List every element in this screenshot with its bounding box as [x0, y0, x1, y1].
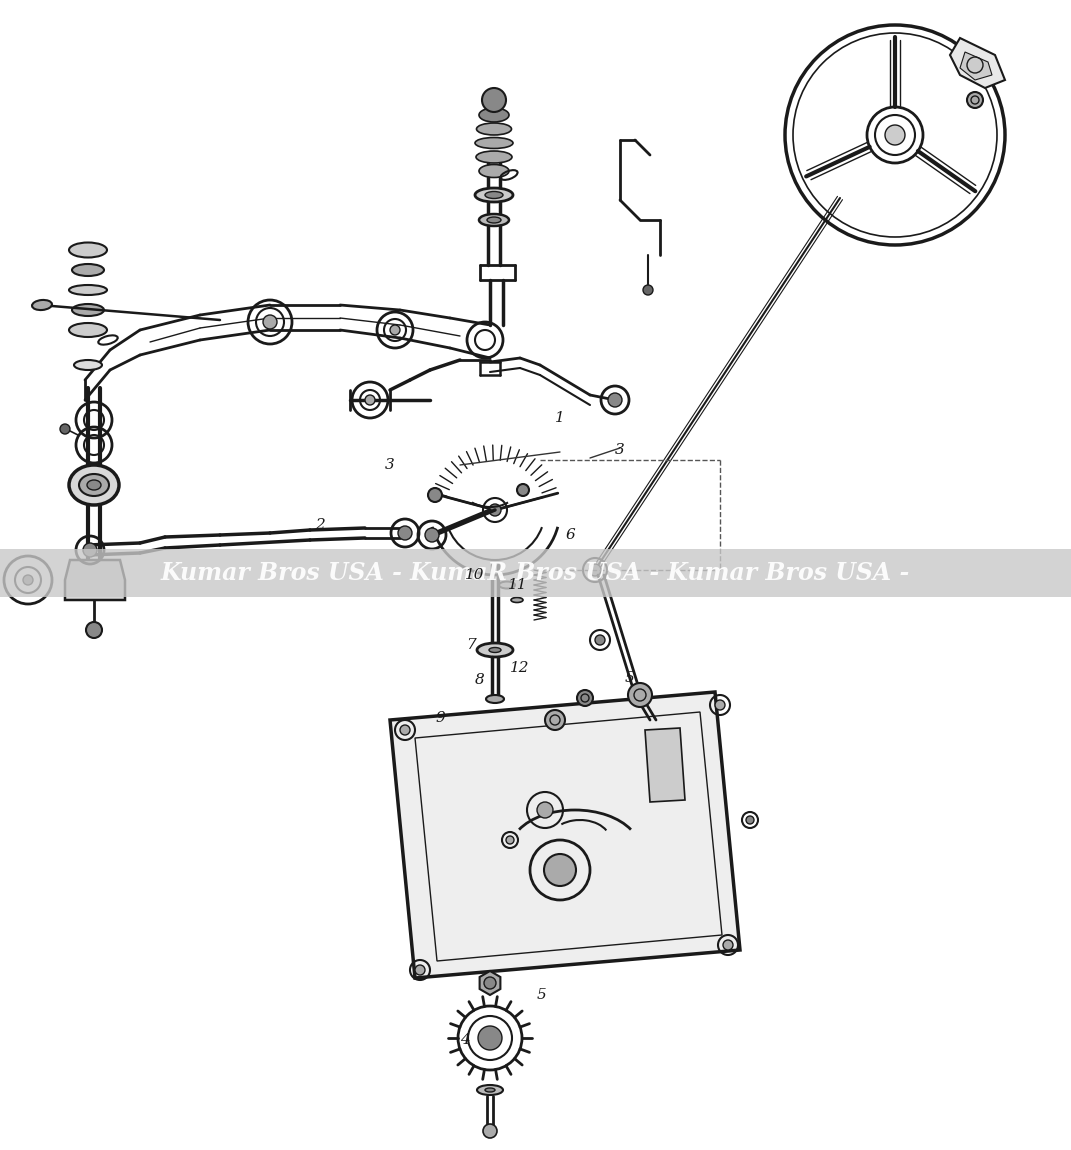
Ellipse shape	[499, 582, 515, 589]
Polygon shape	[65, 560, 125, 600]
Ellipse shape	[477, 643, 513, 657]
Circle shape	[414, 965, 425, 975]
Circle shape	[723, 940, 733, 950]
Circle shape	[885, 125, 905, 145]
Circle shape	[489, 504, 501, 516]
FancyBboxPatch shape	[0, 549, 1071, 597]
Ellipse shape	[69, 323, 107, 337]
Ellipse shape	[74, 360, 102, 370]
Ellipse shape	[477, 1084, 503, 1095]
Circle shape	[263, 315, 277, 329]
Circle shape	[478, 1026, 502, 1050]
Text: 11: 11	[509, 578, 528, 592]
Circle shape	[628, 683, 652, 707]
Ellipse shape	[72, 304, 104, 316]
Polygon shape	[390, 692, 740, 978]
Ellipse shape	[485, 192, 503, 199]
Text: 9: 9	[435, 711, 444, 724]
Text: 6: 6	[565, 528, 575, 542]
Circle shape	[967, 92, 983, 108]
Text: 12: 12	[510, 661, 530, 675]
Text: 5: 5	[625, 670, 635, 685]
Text: 1: 1	[555, 411, 564, 425]
Ellipse shape	[79, 474, 109, 496]
Circle shape	[398, 526, 412, 540]
Polygon shape	[950, 38, 1005, 89]
Ellipse shape	[72, 264, 104, 276]
Text: Kumar Bros USA - KumaR Bros USA - Kumar Bros USA -: Kumar Bros USA - KumaR Bros USA - Kumar …	[161, 561, 909, 584]
Ellipse shape	[511, 598, 523, 603]
Circle shape	[746, 816, 754, 825]
Circle shape	[425, 528, 439, 542]
Circle shape	[595, 635, 605, 645]
Ellipse shape	[476, 151, 512, 163]
Circle shape	[608, 393, 622, 407]
Circle shape	[577, 690, 593, 706]
Text: 3: 3	[386, 458, 395, 472]
Text: 3: 3	[615, 443, 624, 457]
Polygon shape	[645, 728, 685, 802]
Ellipse shape	[487, 217, 501, 223]
Ellipse shape	[69, 285, 107, 296]
Ellipse shape	[489, 647, 501, 652]
Circle shape	[715, 700, 725, 710]
Circle shape	[506, 836, 514, 844]
Circle shape	[482, 89, 506, 112]
Circle shape	[399, 724, 410, 735]
Circle shape	[22, 575, 33, 585]
Ellipse shape	[479, 214, 509, 227]
Polygon shape	[960, 52, 992, 81]
Ellipse shape	[476, 187, 513, 202]
Text: 4: 4	[461, 1033, 470, 1046]
Circle shape	[483, 1124, 497, 1138]
Ellipse shape	[477, 123, 512, 135]
Ellipse shape	[87, 480, 101, 490]
Circle shape	[390, 325, 399, 335]
Polygon shape	[480, 971, 500, 995]
Text: 7: 7	[466, 638, 476, 652]
Circle shape	[544, 854, 576, 886]
Ellipse shape	[476, 138, 513, 148]
Circle shape	[86, 622, 102, 638]
Text: 10: 10	[465, 568, 485, 582]
Ellipse shape	[479, 164, 509, 177]
Ellipse shape	[32, 300, 52, 311]
Text: 2: 2	[315, 518, 325, 532]
Circle shape	[428, 488, 442, 503]
Ellipse shape	[69, 465, 119, 505]
Circle shape	[60, 424, 70, 434]
Circle shape	[484, 978, 496, 989]
Ellipse shape	[485, 1088, 495, 1092]
Text: 5: 5	[538, 988, 547, 1002]
Circle shape	[82, 543, 97, 557]
Circle shape	[537, 802, 553, 818]
Circle shape	[589, 564, 601, 576]
Circle shape	[365, 394, 375, 405]
Circle shape	[545, 710, 565, 730]
Circle shape	[517, 484, 529, 496]
Text: 8: 8	[476, 673, 485, 687]
Circle shape	[643, 285, 653, 296]
Ellipse shape	[479, 108, 509, 122]
Ellipse shape	[486, 695, 504, 703]
Ellipse shape	[69, 243, 107, 258]
